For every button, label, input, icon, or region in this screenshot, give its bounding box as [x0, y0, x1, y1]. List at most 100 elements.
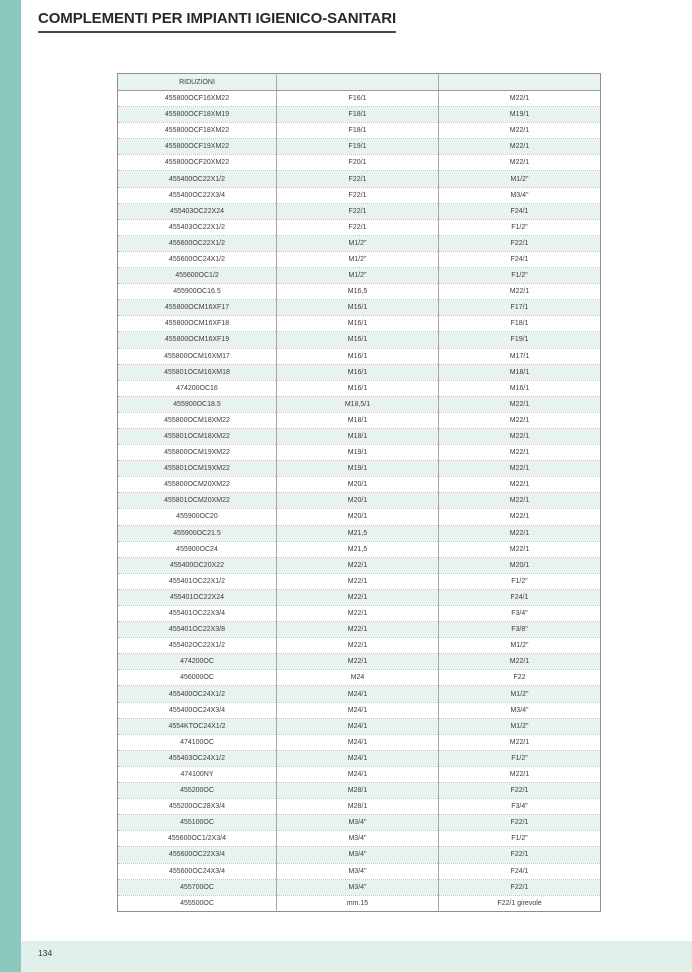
table-cell: M22/1 — [438, 283, 601, 300]
table-cell: 455403OC22X1/2 — [117, 218, 277, 236]
table-cell: 455401OC22X3/8 — [117, 621, 277, 638]
table-row: 455800OCF16XM22 F16/1 M22/1 — [118, 90, 601, 107]
table-cell: M22/1 — [276, 604, 439, 622]
table-cell: M1/2" — [438, 717, 601, 735]
table-cell: 455900OC18.5 — [117, 395, 277, 413]
table-cell: M22/1 — [438, 524, 601, 542]
table-row: 455600OC22X3/4 M3/4" F22/1 — [117, 846, 601, 863]
table-row: 455800OCF20XM22 F20/1 M22/1 — [117, 154, 601, 171]
table-cell: M22/1 — [438, 138, 601, 155]
table-cell: M16/1 — [276, 363, 439, 381]
table-row: 455801OCM18XM22 M18/1 M22/1 — [117, 427, 601, 445]
table-cell: F22/1 — [276, 186, 439, 204]
table-cell: 455600OC1/2X3/4 — [117, 830, 277, 847]
table-cell: F18/1 — [276, 122, 439, 139]
table-cell: 455800OCF20XM22 — [117, 154, 277, 171]
table-row: 455600OC24X1/2 M1/2" F24/1 — [117, 250, 601, 268]
table-cell: 455900OC20 — [117, 508, 277, 526]
table-row: 455402OC22X1/2 M22/1 M1/2" — [117, 637, 601, 654]
table-cell: M16/1 — [276, 347, 439, 365]
table-cell: M3/4" — [438, 186, 601, 204]
table-row: 455403OC24X1/2 M24/1 F1/2" — [117, 749, 601, 767]
left-accent-bar — [0, 0, 21, 972]
table-cell: M21,5 — [276, 540, 439, 558]
table-cell: M24/1 — [276, 685, 439, 703]
table-cell: F18/1 — [276, 106, 439, 123]
table-cell: F3/4" — [438, 798, 601, 815]
table-cell: F3/8" — [438, 621, 601, 638]
table-cell: 455402OC22X1/2 — [117, 637, 277, 654]
table-cell: M3/4" — [276, 830, 439, 847]
table-cell: M22/1 — [438, 653, 601, 670]
table-cell: M22/1 — [438, 90, 601, 107]
table-cell: M18,5/1 — [276, 395, 439, 413]
table-cell: 455801OCM20XM22 — [117, 492, 277, 509]
table-cell: 455600OC24X1/2 — [117, 250, 277, 268]
table-cell: M16,5 — [276, 283, 439, 300]
table-row: 455800OCM16XF19 M16/1 F19/1 — [117, 331, 601, 348]
table-cell: F19/1 — [438, 331, 601, 348]
table-body: 455800OCF16XM22 F16/1 M22/1 455800OCF18XM19… — [117, 90, 601, 912]
table-cell: M28/1 — [276, 782, 439, 799]
table-cell: F22/1 girevole — [438, 894, 601, 912]
table-cell: M22/1 — [438, 444, 601, 461]
table-cell: M24/1 — [276, 765, 439, 783]
table-cell: F24/1 — [438, 250, 601, 268]
table-cell: 455800OCM19XM22 — [117, 444, 277, 461]
table-cell: M24/1 — [276, 733, 439, 751]
table-cell: 455401OC22X24 — [117, 588, 277, 606]
footer-bar: 134 — [21, 941, 692, 972]
table-row: 456000OC M24 F22 — [117, 669, 601, 686]
table-cell: 455600OC1/2 — [117, 267, 277, 284]
table-cell: M22/1 — [438, 411, 601, 429]
table-cell: M1/2" — [438, 170, 601, 188]
table-cell: M18/1 — [276, 411, 439, 429]
table-cell: 474200OC16 — [117, 379, 277, 397]
table-row: 455800OCM19XM22 M19/1 M22/1 — [117, 444, 601, 461]
table-cell: M3/4" — [438, 701, 601, 719]
table-row: 455403OC22X24 F22/1 F24/1 — [117, 202, 601, 220]
table-cell: 455800OCM18XM22 — [117, 411, 277, 429]
page-number: 134 — [38, 948, 53, 958]
table-cell: 455801OCM18XM22 — [117, 427, 277, 445]
table-cell: F19/1 — [276, 138, 439, 155]
table-cell: 455100OC — [117, 814, 277, 831]
table-cell: M16/1 — [276, 331, 439, 348]
table-cell: M17/1 — [438, 347, 601, 365]
table-cell: F1/2" — [438, 749, 601, 767]
table-cell: M22/1 — [438, 508, 601, 526]
table-cell: F24/1 — [438, 862, 601, 880]
table-cell: M22/1 — [276, 556, 439, 574]
table-row: 455200OC M28/1 F22/1 — [117, 782, 601, 799]
table-cell: M16/1 — [438, 379, 601, 397]
table-cell: M22/1 — [276, 572, 439, 590]
table-cell: F22/1 — [438, 846, 601, 863]
table-row: 455400OC22X1/2 F22/1 M1/2" — [117, 170, 601, 188]
table-cell: 455800OCM16XF18 — [117, 315, 277, 332]
table-cell: F22/1 — [438, 814, 601, 831]
table-cell: 455900OC24 — [117, 540, 277, 558]
table-row: 455400OC22X3/4 F22/1 M3/4" — [117, 186, 601, 204]
table-cell: M16/1 — [276, 315, 439, 332]
table-cell: F22/1 — [438, 782, 601, 799]
table-cell: M22/1 — [438, 395, 601, 413]
table-cell: M18/1 — [438, 363, 601, 381]
table-cell: 455401OC22X1/2 — [117, 572, 277, 590]
table-cell: M20/1 — [438, 556, 601, 574]
table-cell: 455800OCF18XM19 — [117, 106, 277, 123]
page-title: COMPLEMENTI PER IMPIANTI IGIENICO-SANITA… — [38, 10, 396, 33]
table-row: 455900OC18.5 M18,5/1 M22/1 — [117, 395, 601, 413]
table-cell: 455401OC22X3/4 — [117, 604, 277, 622]
table-row: 455800OCM16XF18 M16/1 F18/1 — [117, 315, 601, 332]
table-cell: 455400OC22X1/2 — [117, 170, 277, 188]
table-row: 455100OC M3/4" F22/1 — [117, 814, 601, 831]
table-cell: F16/1 — [276, 90, 439, 107]
table-cell: F17/1 — [438, 299, 601, 316]
table-cell: F3/4" — [438, 604, 601, 622]
table-row: 455900OC21.5 M21,5 M22/1 — [117, 524, 601, 542]
riduzioni-table: RIDUZIONI 455800OCF16XM22 F16/1 M22/1 45580… — [117, 73, 601, 912]
table-cell: M22/1 — [438, 492, 601, 509]
table-cell: M24/1 — [276, 701, 439, 719]
table-cell: M22/1 — [438, 460, 601, 477]
table-cell: M22/1 — [438, 540, 601, 558]
